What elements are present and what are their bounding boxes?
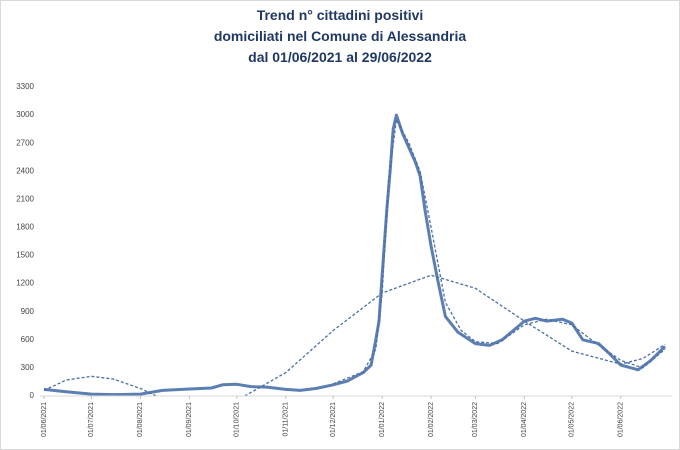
chart-title: Trend n° cittadini positivi bbox=[257, 7, 424, 23]
x-tick-label: 01/12/2021 bbox=[330, 402, 337, 437]
x-tick-label: 01/10/2021 bbox=[234, 402, 241, 437]
x-tick-label: 01/08/2021 bbox=[137, 402, 144, 437]
x-tick-label: 01/07/2021 bbox=[88, 402, 95, 437]
x-tick-label: 01/09/2021 bbox=[186, 402, 193, 437]
chart-title: domiciliati nel Comune di Alessandria bbox=[214, 28, 467, 44]
plot-area bbox=[43, 113, 667, 396]
y-tick-label: 2400 bbox=[16, 166, 34, 175]
trend-line bbox=[43, 274, 666, 396]
y-tick-label: 3000 bbox=[16, 110, 34, 119]
y-tick-label: 3300 bbox=[16, 82, 34, 91]
chart-title: dal 01/06/2021 al 29/06/2022 bbox=[248, 49, 432, 65]
x-tick-label: 01/04/2022 bbox=[521, 402, 528, 437]
y-tick-label: 1500 bbox=[16, 251, 34, 260]
x-tick-label: 01/02/2022 bbox=[428, 402, 435, 437]
y-tick-label: 1800 bbox=[16, 223, 34, 232]
x-tick-label: 01/05/2022 bbox=[569, 402, 576, 437]
x-tick-label: 01/06/2022 bbox=[618, 402, 625, 437]
y-tick-label: 300 bbox=[21, 363, 35, 372]
y-tick-label: 600 bbox=[21, 335, 35, 344]
y-tick-label: 2700 bbox=[16, 138, 34, 147]
y-tick-label: 2100 bbox=[16, 194, 34, 203]
x-tick-label: 01/11/2021 bbox=[283, 402, 290, 437]
trend-line bbox=[332, 119, 666, 385]
data-line bbox=[43, 113, 667, 396]
x-tick-label: 01/06/2021 bbox=[41, 402, 48, 437]
x-tick-label: 01/03/2022 bbox=[472, 402, 479, 437]
x-tick-label: 01/01/2022 bbox=[379, 402, 386, 437]
y-tick-label: 0 bbox=[30, 391, 35, 400]
y-tick-label: 1200 bbox=[16, 279, 34, 288]
y-tick-label: 900 bbox=[21, 307, 35, 316]
